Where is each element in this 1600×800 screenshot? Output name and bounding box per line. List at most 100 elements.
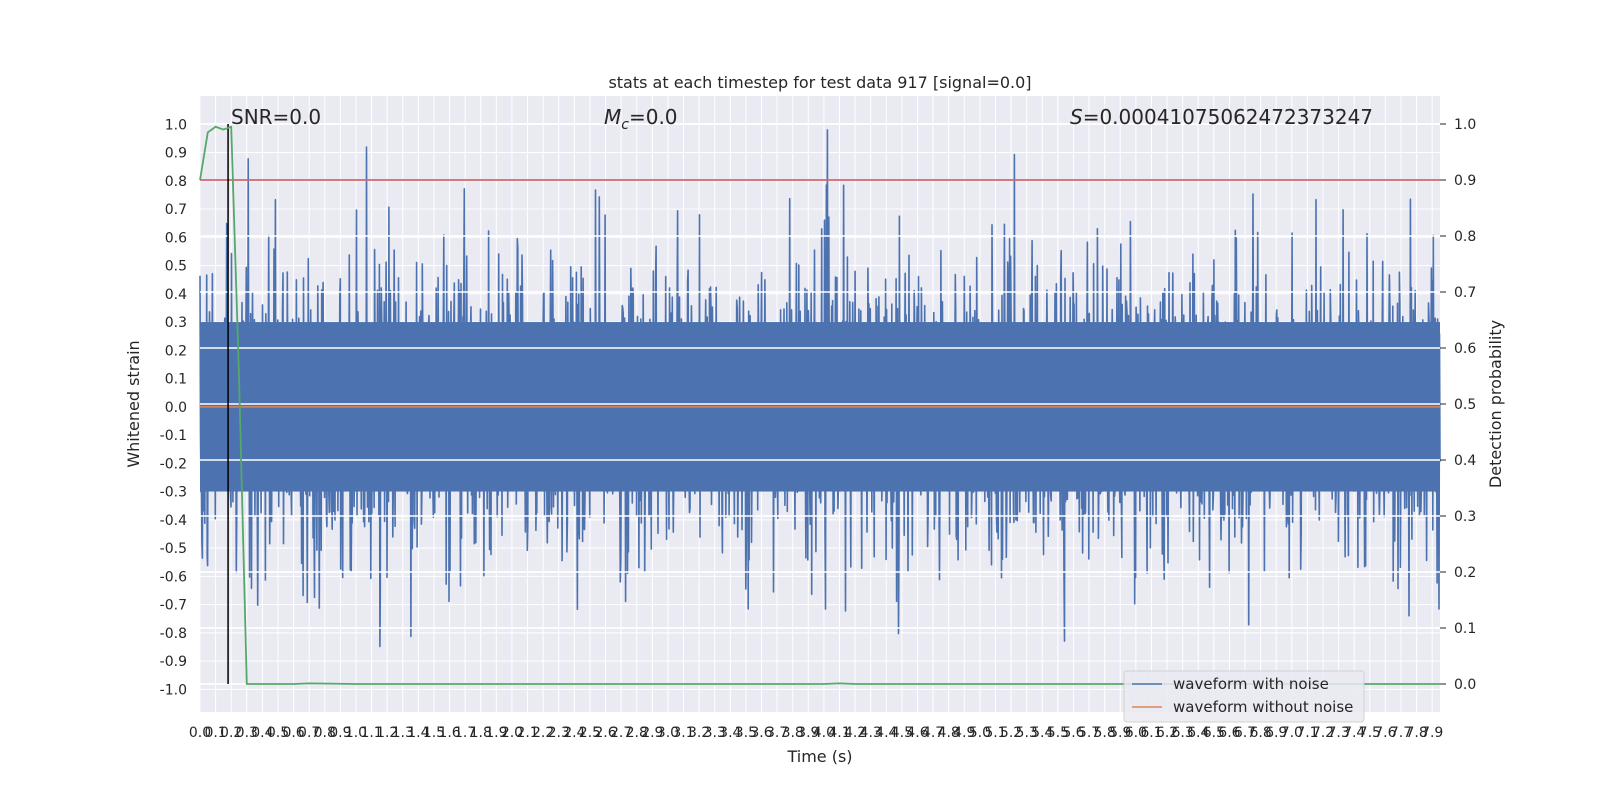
x-tick-label: 4.2 xyxy=(844,725,866,741)
x-tick-label: 7.3 xyxy=(1327,725,1349,741)
y-tick-label-left: -0.2 xyxy=(160,456,187,472)
x-tick-label: 1.2 xyxy=(376,725,398,741)
x-tick-label: 3.4 xyxy=(719,725,741,741)
y-tick-label-left: 0.8 xyxy=(165,174,187,190)
x-tick-label: 5.5 xyxy=(1047,725,1069,741)
x-tick-label: 4.8 xyxy=(938,725,960,741)
x-tick-label: 3.2 xyxy=(688,725,710,741)
y-tick-label-right: 0.5 xyxy=(1454,397,1476,413)
y-tick-label-left: 0.4 xyxy=(165,287,187,303)
chart-title: stats at each timestep for test data 917… xyxy=(608,73,1031,92)
x-tick-label: 2.6 xyxy=(594,725,616,741)
x-tick-label: 3.8 xyxy=(782,725,804,741)
x-tick-label: 5.1 xyxy=(984,725,1006,741)
x-tick-label: 1.1 xyxy=(360,725,382,741)
x-tick-label: 7.8 xyxy=(1405,725,1427,741)
x-tick-label: 0.8 xyxy=(314,725,336,741)
x-tick-label: 5.3 xyxy=(1016,725,1038,741)
y-tick-label-left: 0.3 xyxy=(165,315,187,331)
y-tick-label-right: 1.0 xyxy=(1454,117,1476,133)
x-tick-label: 5.8 xyxy=(1094,725,1116,741)
x-tick-label: 4.4 xyxy=(875,725,897,741)
x-tick-label: 1.7 xyxy=(454,725,476,741)
x-tick-label: 1.4 xyxy=(407,725,429,741)
x-tick-label: 6.4 xyxy=(1187,725,1209,741)
x-tick-label: 6.5 xyxy=(1203,725,1225,741)
snr-annotation: SNR=0.0 xyxy=(231,105,321,129)
y-axis-label-right: Detection probability xyxy=(1486,320,1505,488)
mc-value: =0.0 xyxy=(629,105,678,129)
legend: waveform with noise waveform without noi… xyxy=(1123,670,1365,723)
y-tick-label-left: -0.7 xyxy=(160,598,187,614)
mc-subscript: c xyxy=(621,117,629,133)
y-tick-label-right: 0.1 xyxy=(1454,621,1476,637)
x-tick-label: 4.5 xyxy=(891,725,913,741)
x-tick-label: 0.2 xyxy=(220,725,242,741)
s-value: =0.00041075062472373247 xyxy=(1083,105,1373,129)
x-tick-label: 3.5 xyxy=(735,725,757,741)
x-tick-label: 5.9 xyxy=(1109,725,1131,741)
y-tick-label-left: 0.5 xyxy=(165,259,187,275)
y-tick-label-left: 0.7 xyxy=(165,202,187,218)
x-tick-label: 6.9 xyxy=(1265,725,1287,741)
x-tick-label: 3.9 xyxy=(797,725,819,741)
x-tick-label: 6.6 xyxy=(1218,725,1240,741)
x-tick-label: 7.1 xyxy=(1296,725,1318,741)
chirp-mass-annotation: Mc=0.0 xyxy=(604,105,678,133)
x-tick-label: 3.7 xyxy=(766,725,788,741)
x-tick-label: 7.0 xyxy=(1281,725,1303,741)
y-tick-label-left: -0.9 xyxy=(160,654,187,670)
x-tick-label: 6.1 xyxy=(1140,725,1162,741)
x-tick-label: 0.9 xyxy=(329,725,351,741)
y-tick-label-left: -0.4 xyxy=(160,513,187,529)
y-tick-label-left: 0.0 xyxy=(165,400,187,416)
tick-labels: 0.00.10.20.30.40.50.60.70.80.91.01.11.21… xyxy=(160,117,1477,741)
x-tick-label: 4.3 xyxy=(860,725,882,741)
x-tick-label: 7.2 xyxy=(1312,725,1334,741)
x-tick-label: 1.3 xyxy=(392,725,414,741)
y-tick-label-right: 0.8 xyxy=(1454,229,1476,245)
x-tick-label: 7.4 xyxy=(1343,725,1365,741)
x-tick-label: 2.3 xyxy=(548,725,570,741)
y-tick-label-left: -0.3 xyxy=(160,485,187,501)
x-tick-label: 4.6 xyxy=(906,725,928,741)
y-tick-label-right: 0.2 xyxy=(1454,565,1476,581)
x-tick-label: 0.6 xyxy=(282,725,304,741)
x-tick-label: 7.9 xyxy=(1421,725,1443,741)
x-tick-label: 2.5 xyxy=(579,725,601,741)
x-tick-label: 0.5 xyxy=(267,725,289,741)
y-tick-label-left: -0.6 xyxy=(160,569,187,585)
s-symbol: S xyxy=(1070,105,1083,129)
x-tick-label: 6.8 xyxy=(1249,725,1271,741)
y-tick-label-left: -0.8 xyxy=(160,626,187,642)
x-tick-label: 5.0 xyxy=(969,725,991,741)
x-tick-label: 4.1 xyxy=(828,725,850,741)
x-tick-label: 6.7 xyxy=(1234,725,1256,741)
x-tick-label: 6.2 xyxy=(1156,725,1178,741)
x-tick-label: 0.0 xyxy=(189,725,211,741)
x-tick-label: 1.9 xyxy=(485,725,507,741)
x-tick-label: 7.6 xyxy=(1374,725,1396,741)
x-tick-label: 6.0 xyxy=(1125,725,1147,741)
x-tick-label: 5.7 xyxy=(1078,725,1100,741)
legend-box xyxy=(1123,670,1365,723)
legend-label-with-noise: waveform with noise xyxy=(1173,675,1329,693)
x-tick-label: 0.1 xyxy=(204,725,226,741)
legend-label-without-noise: waveform without noise xyxy=(1173,698,1353,716)
x-tick-label: 4.7 xyxy=(922,725,944,741)
y-tick-label-left: 0.9 xyxy=(165,146,187,162)
x-axis-label: Time (s) xyxy=(786,747,852,766)
y-tick-label-left: -0.5 xyxy=(160,541,187,557)
x-tick-label: 1.6 xyxy=(438,725,460,741)
x-tick-label: 3.3 xyxy=(704,725,726,741)
s-annotation: S=0.00041075062472373247 xyxy=(1070,105,1373,129)
y-tick-label-right: 0.3 xyxy=(1454,509,1476,525)
y-tick-label-right: 0.6 xyxy=(1454,341,1476,357)
x-tick-label: 1.8 xyxy=(470,725,492,741)
x-tick-label: 1.5 xyxy=(423,725,445,741)
x-tick-label: 2.4 xyxy=(563,725,585,741)
y-axis-label-left: Whitened strain xyxy=(124,340,143,467)
mc-symbol: M xyxy=(604,105,621,129)
y-tick-label-left: 1.0 xyxy=(165,117,187,133)
